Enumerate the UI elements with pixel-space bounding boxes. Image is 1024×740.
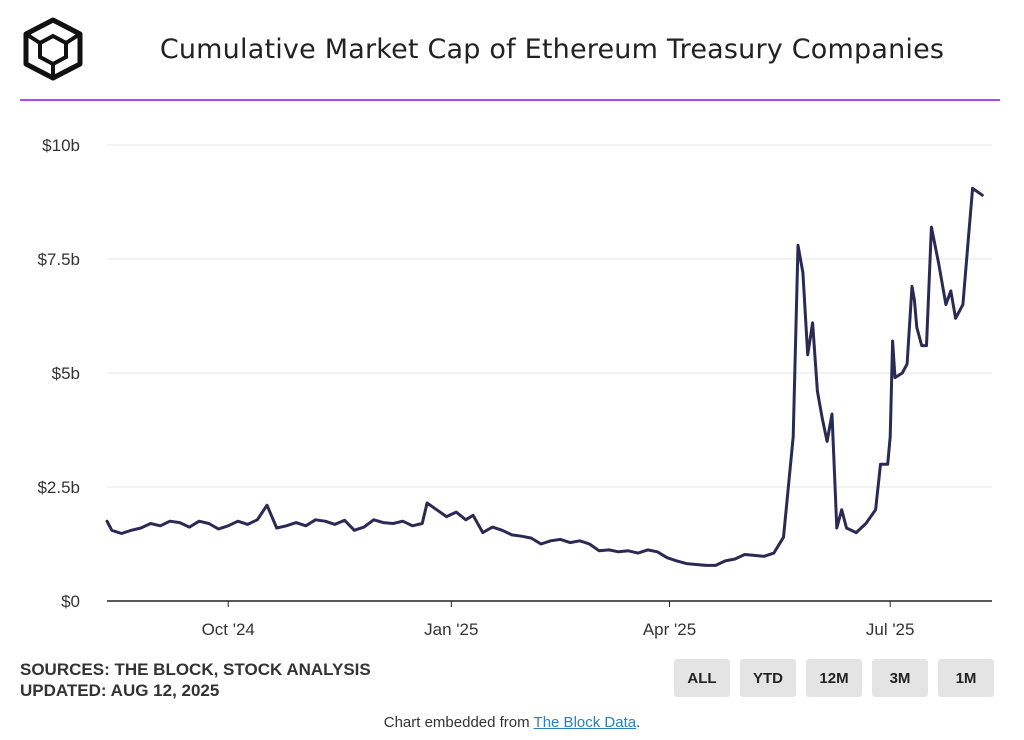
series-line (105, 186, 984, 567)
the-block-logo-icon (23, 17, 83, 81)
title-divider (20, 99, 1000, 101)
range-button-3m[interactable]: 3M (872, 659, 928, 697)
range-selector: ALL YTD 12M 3M 1M (674, 659, 994, 697)
sources-text: SOURCES: THE BLOCK, STOCK ANALYSIS (20, 660, 371, 679)
embed-suffix: . (636, 714, 641, 731)
y-tick-label: $5b (52, 364, 80, 383)
chart-title: Cumulative Market Cap of Ethereum Treasu… (159, 34, 945, 65)
y-tick-label: $0 (61, 592, 80, 611)
x-tick-label: Oct '24 (202, 620, 255, 639)
x-tick-label: Apr '25 (643, 620, 696, 639)
y-tick-label: $7.5b (37, 250, 80, 269)
range-button-12m[interactable]: 12M (806, 659, 862, 697)
the-block-data-link[interactable]: The Block Data (533, 714, 637, 731)
range-button-ytd[interactable]: YTD (740, 659, 796, 697)
y-tick-label: $10b (42, 136, 80, 155)
chart-sources: SOURCES: THE BLOCK, STOCK ANALYSIS UPDAT… (20, 659, 371, 701)
range-button-1m[interactable]: 1M (938, 659, 994, 697)
range-button-all[interactable]: ALL (674, 659, 730, 697)
embed-note: Chart embedded from The Block Data. (0, 714, 1024, 731)
x-tick-label: Jan '25 (424, 620, 478, 639)
line-chart: $0 $2.5b $5b $7.5b $10b Oct '24 Jan '25 Apr '25… (37, 136, 992, 639)
updated-text: UPDATED: AUG 12, 2025 (20, 681, 220, 700)
x-tick-label: Jul '25 (866, 620, 915, 639)
y-tick-label: $2.5b (37, 478, 80, 497)
embed-prefix: Chart embedded from (383, 714, 534, 731)
